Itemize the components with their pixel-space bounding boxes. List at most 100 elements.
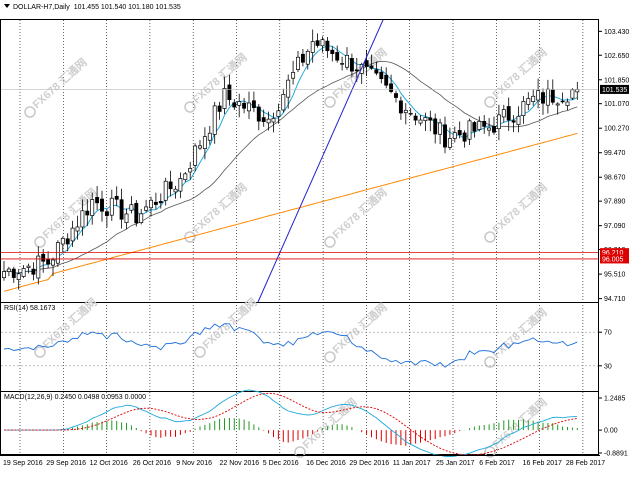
candle-bullish bbox=[418, 119, 423, 124]
time-label: 29 Dec 2016 bbox=[349, 460, 389, 467]
candle-bullish bbox=[575, 89, 580, 93]
rsi-level-label: 30 bbox=[604, 363, 612, 370]
candle-bearish bbox=[217, 105, 222, 112]
candle-bearish bbox=[65, 238, 70, 245]
candle-bullish bbox=[16, 273, 21, 280]
candle-bullish bbox=[281, 94, 286, 111]
candle-bearish bbox=[41, 253, 46, 262]
rsi-indicator: 70 30 bbox=[1, 323, 612, 370]
candle-bullish bbox=[36, 255, 41, 279]
candle-bearish bbox=[300, 53, 305, 63]
candle-bullish bbox=[124, 213, 129, 223]
candle-bullish bbox=[109, 197, 114, 216]
chevron-down-icon[interactable] bbox=[4, 4, 10, 8]
rsi-level-label: 70 bbox=[604, 330, 612, 337]
candle-bullish bbox=[237, 101, 242, 106]
candle-bullish bbox=[247, 102, 251, 112]
candle-bearish bbox=[95, 197, 100, 204]
candle-bullish bbox=[536, 90, 541, 101]
candle-bullish bbox=[60, 237, 65, 245]
candle-bearish bbox=[46, 259, 51, 265]
current-price-tag: 101.535 bbox=[602, 87, 627, 94]
candle-bearish bbox=[506, 106, 511, 121]
candle-bullish bbox=[403, 109, 408, 114]
candle-bearish bbox=[389, 83, 394, 92]
candle-bearish bbox=[85, 210, 90, 216]
candles bbox=[2, 29, 580, 290]
hline1-tag: 96.210 bbox=[602, 250, 624, 257]
candle-bullish bbox=[477, 120, 482, 130]
ma-slow-line bbox=[3, 132, 578, 292]
candle-bullish bbox=[202, 136, 207, 149]
watermark-text: FX678 汇通网 bbox=[490, 306, 550, 361]
candle-bullish bbox=[222, 88, 227, 109]
chart-objects[interactable] bbox=[1, 19, 598, 303]
candle-bullish bbox=[345, 54, 349, 68]
price-label: 97.890 bbox=[604, 199, 626, 206]
candle-bullish bbox=[144, 206, 149, 211]
candle-bullish bbox=[129, 204, 134, 211]
macd-level-label: -0.8891 bbox=[604, 451, 628, 458]
candle-bearish bbox=[428, 117, 433, 121]
watermark-logo bbox=[34, 236, 46, 248]
ma-fast-line bbox=[3, 45, 578, 274]
candle-bearish bbox=[335, 52, 340, 61]
candle-bearish bbox=[153, 201, 158, 205]
candle-bullish bbox=[521, 101, 526, 116]
candle-bullish bbox=[276, 110, 281, 117]
candle-bullish bbox=[198, 145, 202, 149]
candle-bullish bbox=[139, 213, 144, 223]
watermark-logo bbox=[184, 231, 196, 243]
candle-bullish bbox=[75, 226, 80, 232]
candle-bullish bbox=[340, 63, 345, 65]
candle-bullish bbox=[90, 199, 95, 216]
candle-bearish bbox=[457, 130, 462, 136]
price-label: 98.670 bbox=[604, 175, 626, 182]
price-label: 97.090 bbox=[604, 223, 626, 230]
price-label: 100.270 bbox=[604, 126, 629, 133]
watermark-logo bbox=[294, 446, 306, 458]
price-label: 94.710 bbox=[604, 296, 626, 303]
candle-bullish bbox=[438, 122, 443, 135]
time-label: 5 Dec 2016 bbox=[263, 460, 299, 467]
symbol-label: DOLLAR-H7,Daily bbox=[13, 4, 70, 11]
watermark-logo bbox=[34, 346, 46, 358]
candle-bullish bbox=[423, 117, 428, 122]
candle-bearish bbox=[394, 93, 398, 98]
candle-bullish bbox=[173, 188, 178, 193]
candle-bearish bbox=[158, 201, 163, 204]
candle-bearish bbox=[511, 120, 516, 123]
candle-bearish bbox=[354, 69, 359, 72]
watermark-text: FX678 汇通网 bbox=[190, 51, 250, 106]
candle-bearish bbox=[232, 102, 237, 108]
watermark-logo bbox=[324, 236, 336, 248]
macd-level-label: 0.00 bbox=[604, 428, 618, 435]
price-axis: 103.430 102.650 101.850 101.070 100.270 99.47… bbox=[598, 29, 629, 303]
ma-mid-line bbox=[3, 60, 578, 274]
candle-bearish bbox=[315, 40, 320, 46]
candle-bearish bbox=[472, 122, 477, 132]
rsi-line bbox=[3, 323, 578, 368]
trendline[interactable] bbox=[257, 19, 384, 303]
watermark-logo bbox=[324, 96, 336, 108]
candle-bullish bbox=[291, 72, 296, 79]
candle-bearish bbox=[31, 268, 36, 275]
candle-bullish bbox=[467, 120, 472, 140]
candle-bullish bbox=[501, 109, 506, 118]
candle-bearish bbox=[114, 195, 119, 200]
macd-label: MACD(12,26,9) 0.2450 0.0498 0.0953 0.000… bbox=[4, 394, 147, 401]
macd-pane-frame bbox=[0, 391, 599, 455]
watermark-logo bbox=[484, 231, 496, 243]
price-label: 103.430 bbox=[604, 29, 629, 36]
moving-averages bbox=[3, 45, 578, 292]
watermark-logo bbox=[484, 96, 496, 108]
price-label: 99.470 bbox=[604, 150, 626, 157]
candle-bullish bbox=[447, 138, 452, 148]
candle-bearish bbox=[168, 181, 173, 190]
candle-bullish bbox=[80, 210, 85, 228]
candle-bullish bbox=[21, 268, 26, 277]
hline2-tag: 96.005 bbox=[602, 256, 624, 263]
candle-bullish bbox=[570, 89, 575, 99]
